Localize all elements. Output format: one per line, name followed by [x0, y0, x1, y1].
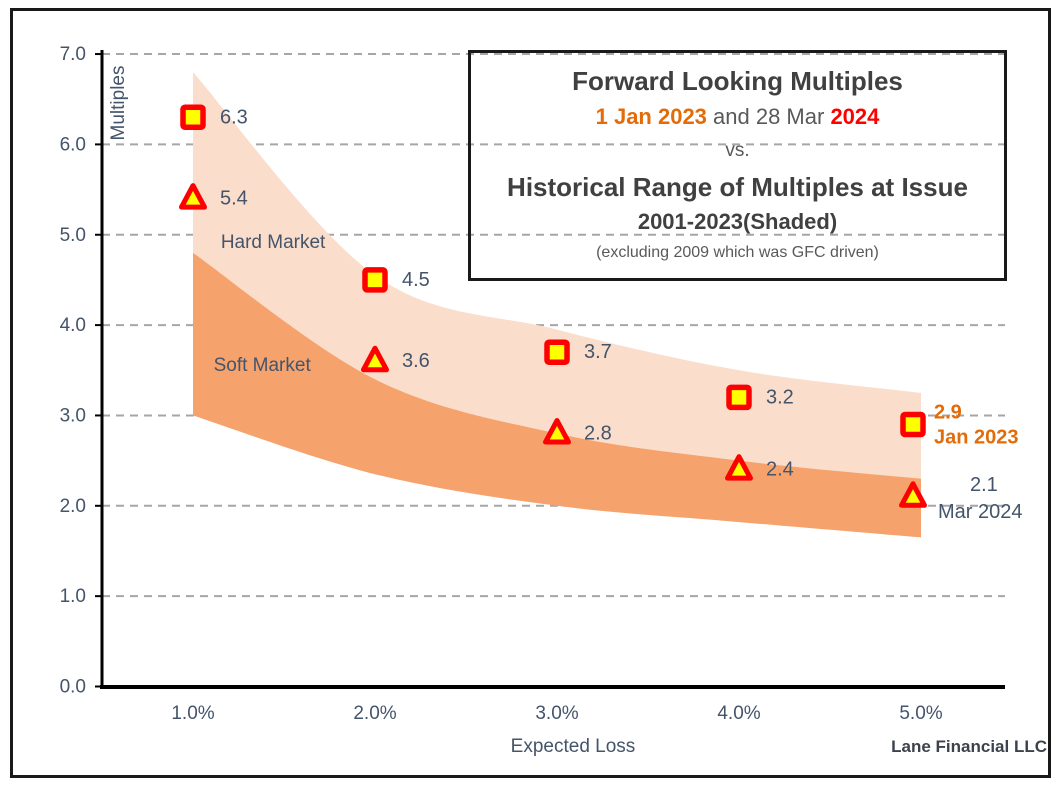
marker-triangle-mar-2024-5.0%	[899, 481, 927, 508]
series-label-mar-2024: Mar 2024	[938, 501, 1023, 523]
value-label-3.7: 3.7	[584, 341, 612, 363]
series-label-jan-2023: Jan 2023	[934, 426, 1019, 448]
range-label: 2001-2023(Shaded)	[637, 209, 838, 234]
marker-triangle-mar-2024-4.0%	[725, 454, 753, 481]
marker-square-jan-2023-4.0%	[726, 384, 752, 411]
y-tick-label-1.0: 1.0	[60, 586, 86, 607]
date-middle-text: and 28 Mar	[706, 104, 831, 129]
band-label-hard-market: Hard Market	[221, 232, 326, 253]
x-tick-label-5.0%: 5.0%	[899, 703, 942, 724]
marker-square-jan-2023-5.0%	[900, 411, 926, 438]
band-hard-market	[193, 72, 921, 479]
value-label-3.2: 3.2	[766, 386, 794, 408]
marker-triangle-mar-2024-1.0%	[179, 183, 207, 210]
value-label-4.5: 4.5	[402, 269, 430, 291]
x-tick-label-1.0%: 1.0%	[171, 703, 214, 724]
y-tick-label-6.0: 6.0	[60, 134, 86, 155]
axis-text-layer: Multiples Expected Loss Lane Financial L…	[60, 44, 1047, 757]
title-box: Forward Looking Multiples 1 Jan 2023 and…	[468, 50, 1007, 281]
x-tick-label-4.0%: 4.0%	[717, 703, 760, 724]
x-axis-title: Expected Loss	[511, 736, 636, 757]
vs-label: vs.	[725, 140, 750, 161]
brand-label: Lane Financial LLC	[891, 737, 1047, 756]
y-tick-label-0.0: 0.0	[60, 677, 86, 698]
chart-subtitle: Historical Range of Multiples at Issue	[507, 172, 968, 202]
value-label-2.1: 2.1	[970, 474, 998, 496]
marker-triangle-mar-2024-2.0%	[361, 345, 389, 373]
data-points-layer: 6.3 4.5 3.7 3.2 2.9 Jan 2023 5.4 3.6 2.8 2.4 2.1 Ma…	[179, 104, 1023, 523]
y-axis-title: Multiples	[108, 66, 129, 141]
y-tick-label-2.0: 2.0	[60, 496, 86, 517]
y-tick-label-3.0: 3.0	[60, 405, 86, 426]
marker-square-jan-2023-1.0%	[180, 104, 206, 131]
value-label-6.3: 6.3	[220, 106, 248, 128]
value-label-3.6: 3.6	[402, 350, 430, 372]
value-label-2.9: 2.9	[934, 401, 962, 423]
x-tick-label-3.0%: 3.0%	[535, 703, 578, 724]
date-2024: 2024	[830, 104, 880, 129]
axes-layer	[95, 50, 1005, 689]
y-tick-label-7.0: 7.0	[60, 44, 86, 65]
value-label-5.4: 5.4	[220, 188, 248, 210]
y-tick-label-4.0: 4.0	[60, 315, 86, 336]
marker-square-jan-2023-3.0%	[544, 339, 570, 365]
chart-dates: 1 Jan 2023 and 28 Mar 2024	[471, 100, 1004, 133]
y-tick-label-5.0: 5.0	[60, 225, 86, 246]
marker-square-jan-2023-2.0%	[362, 267, 388, 293]
chart-title: Forward Looking Multiples	[572, 66, 903, 96]
exclusion-note: (excluding 2009 which was GFC driven)	[596, 244, 879, 261]
x-tick-label-2.0%: 2.0%	[353, 703, 396, 724]
value-label-2.8: 2.8	[584, 423, 612, 445]
band-label-soft-market: Soft Market	[214, 355, 312, 376]
value-label-2.4: 2.4	[766, 459, 794, 481]
date-jan-2023: 1 Jan 2023	[595, 104, 707, 129]
marker-triangle-mar-2024-3.0%	[543, 418, 571, 445]
